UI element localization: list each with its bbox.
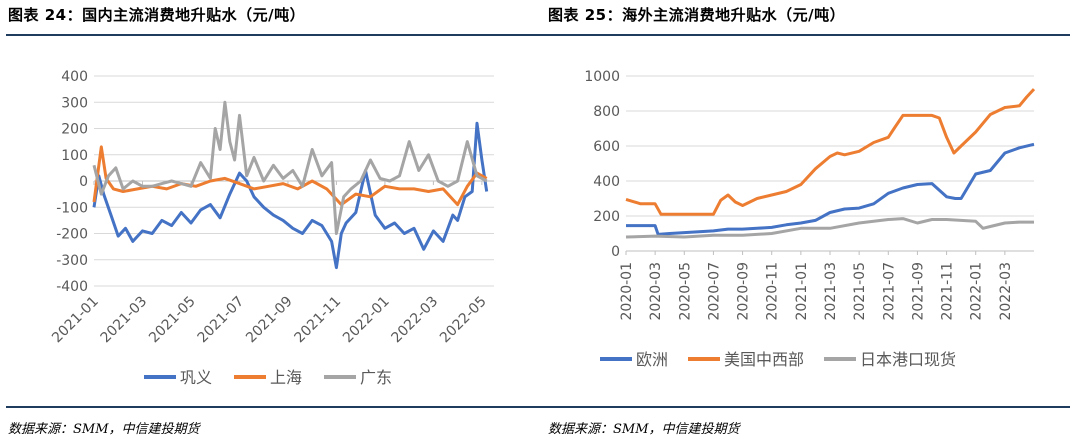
left-xtick-label: 2022-05 — [437, 294, 490, 347]
right-ytick-label: 200 — [593, 209, 620, 225]
right-xtick-label: 2020-01 — [619, 262, 635, 321]
right-xtick-label: 2021-07 — [881, 262, 897, 321]
right-series-line-2 — [625, 217, 1034, 239]
right-xtick-label: 2020-05 — [677, 262, 693, 321]
right-xtick-label: 2022-03 — [998, 262, 1014, 321]
right-legend-label: 欧洲 — [636, 350, 668, 369]
right-xtick-label: 2021-11 — [940, 262, 956, 321]
right-ytick-label: 600 — [593, 139, 620, 155]
left-legend-label: 巩义 — [180, 368, 212, 387]
left-ytick-label: 0 — [79, 174, 88, 190]
right-legend-label: 日本港口现货 — [860, 350, 956, 369]
right-legend-label: 美国中西部 — [724, 350, 804, 369]
left-xtick-label: 2021-03 — [98, 294, 151, 347]
right-ytick-label: 400 — [593, 174, 620, 190]
left-line-chart: -400-300-200-10001002003004002021-012021… — [49, 69, 494, 387]
left-xtick-label: 2021-07 — [195, 294, 248, 347]
left-legend-label: 上海 — [270, 368, 302, 387]
left-xtick-label: 2022-03 — [389, 294, 442, 347]
right-ytick-label: 0 — [611, 244, 620, 260]
right-series-line-1 — [625, 88, 1036, 216]
right-xtick-label: 2021-03 — [823, 262, 839, 321]
left-chart-title: 图表 24：国内主流消费地升贴水（元/吨） — [8, 6, 306, 24]
right-xtick-label: 2021-09 — [910, 262, 926, 321]
left-ytick-label: -400 — [56, 279, 88, 295]
right-series-line-0 — [626, 142, 1035, 236]
right-xtick-label: 2021-05 — [852, 262, 868, 321]
top-divider — [6, 34, 1070, 36]
left-ytick-label: 400 — [61, 69, 88, 85]
left-xtick-label: 2021-01 — [49, 294, 102, 347]
right-ytick-label: 1000 — [584, 69, 620, 85]
left-ytick-label: -300 — [56, 253, 88, 269]
left-xtick-label: 2021-11 — [292, 294, 345, 347]
bottom-divider — [6, 406, 1070, 408]
right-xtick-label: 2020-07 — [706, 262, 722, 321]
left-series-line-2 — [92, 100, 488, 235]
left-series-line-0 — [92, 121, 489, 270]
right-ytick-label: 800 — [593, 104, 620, 120]
left-legend-label: 广东 — [360, 368, 392, 387]
left-source-note: 数据来源：SMM，中信建投期货 — [8, 422, 200, 437]
right-xtick-label: 2020-09 — [736, 262, 752, 321]
right-source-note: 数据来源：SMM，中信建投期货 — [548, 422, 740, 437]
right-xtick-label: 2020-03 — [648, 262, 664, 321]
left-xtick-label: 2022-01 — [340, 294, 393, 347]
right-chart-title: 图表 25：海外主流消费地升贴水（元/吨） — [548, 6, 846, 24]
left-ytick-label: 100 — [61, 148, 88, 164]
left-ytick-label: -200 — [56, 227, 88, 243]
right-xtick-label: 2020-11 — [765, 262, 781, 321]
left-xtick-label: 2021-09 — [243, 294, 296, 347]
left-ytick-label: 200 — [61, 122, 88, 138]
right-line-chart: 0 200 400 600 800 1000 2020-01 2020-03 2020-05 20… — [584, 69, 1036, 369]
right-xtick-label: 2021-01 — [794, 262, 810, 321]
left-series-line-1 — [92, 145, 488, 207]
left-ytick-label: 300 — [61, 95, 88, 111]
left-xtick-label: 2021-05 — [146, 294, 199, 347]
right-xtick-label: 2022-01 — [969, 262, 985, 321]
left-ytick-label: -100 — [56, 200, 88, 216]
